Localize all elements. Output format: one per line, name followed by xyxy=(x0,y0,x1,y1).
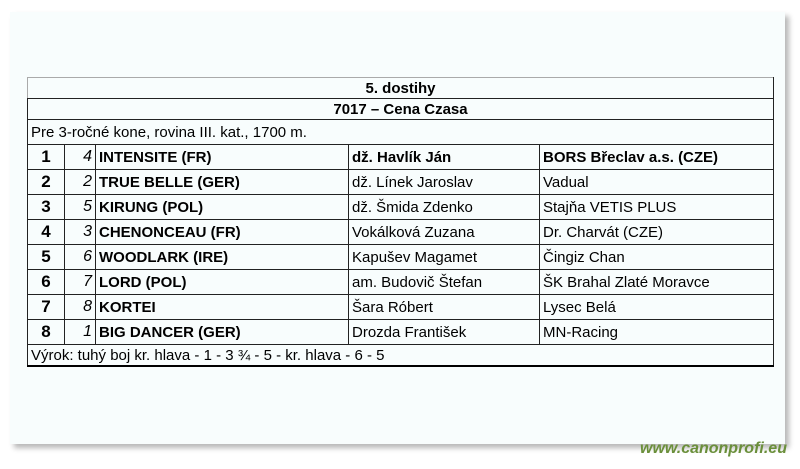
place-cell: 3 xyxy=(27,194,65,220)
horse-cell: INTENSITE (FR) xyxy=(95,144,349,170)
place-cell: 5 xyxy=(27,244,65,270)
race-title: 5. dostihy xyxy=(27,77,774,99)
owner-cell: Lysec Belá xyxy=(539,294,774,320)
horse-cell: BIG DANCER (GER) xyxy=(95,319,349,345)
watermark: www.canonprofi.eu xyxy=(640,440,787,457)
race-name: 7017 – Cena Czasa xyxy=(27,98,774,120)
owner-cell: MN-Racing xyxy=(539,319,774,345)
place-cell: 8 xyxy=(27,319,65,345)
jockey-cell: dž. Havlík Ján xyxy=(348,144,540,170)
race-conditions: Pre 3-ročné kone, rovina III. kat., 1700… xyxy=(27,119,774,145)
start-number-cell: 7 xyxy=(64,269,96,295)
horse-cell: WOODLARK (IRE) xyxy=(95,244,349,270)
jockey-cell: am. Budovič Štefan xyxy=(348,269,540,295)
owner-cell: Stajňa VETIS PLUS xyxy=(539,194,774,220)
result-row: 5 6 WOODLARK (IRE) Kapušev Magamet Čingiz Ch… xyxy=(27,244,774,270)
jockey-cell: Drozda František xyxy=(348,319,540,345)
result-row: 3 5 KIRUNG (POL) dž. Šmida Zdenko Stajňa VET… xyxy=(27,194,774,220)
owner-cell: Čingiz Chan xyxy=(539,244,774,270)
start-number-cell: 2 xyxy=(64,169,96,195)
start-number-cell: 8 xyxy=(64,294,96,320)
horse-cell: LORD (POL) xyxy=(95,269,349,295)
start-number-cell: 3 xyxy=(64,219,96,245)
result-row: 7 8 KORTEI Šara Róbert Lysec Belá xyxy=(27,294,774,320)
horse-cell: KIRUNG (POL) xyxy=(95,194,349,220)
place-cell: 1 xyxy=(27,144,65,170)
result-row: 8 1 BIG DANCER (GER) Drozda František MN-Rac… xyxy=(27,319,774,345)
jockey-cell: dž. Šmida Zdenko xyxy=(348,194,540,220)
horse-cell: TRUE BELLE (GER) xyxy=(95,169,349,195)
result-row: 1 4 INTENSITE (FR) dž. Havlík Ján BORS Břecl… xyxy=(27,144,774,170)
result-row: 4 3 CHENONCEAU (FR) Vokálková Zuzana Dr. Cha… xyxy=(27,219,774,245)
jockey-cell: Kapušev Magamet xyxy=(348,244,540,270)
place-cell: 4 xyxy=(27,219,65,245)
race-results-table: 5. dostihy 7017 – Cena Czasa Pre 3-ročné… xyxy=(27,77,774,367)
jockey-cell: Šara Róbert xyxy=(348,294,540,320)
race-verdict: Výrok: tuhý boj kr. hlava - 1 - 3 ¾ - 5 … xyxy=(27,344,774,367)
owner-cell: Vadual xyxy=(539,169,774,195)
start-number-cell: 1 xyxy=(64,319,96,345)
jockey-cell: dž. Línek Jaroslav xyxy=(348,169,540,195)
start-number-cell: 6 xyxy=(64,244,96,270)
start-number-cell: 5 xyxy=(64,194,96,220)
start-number-cell: 4 xyxy=(64,144,96,170)
owner-cell: BORS Břeclav a.s. (CZE) xyxy=(539,144,774,170)
jockey-cell: Vokálková Zuzana xyxy=(348,219,540,245)
result-row: 6 7 LORD (POL) am. Budovič Štefan ŠK Brahal … xyxy=(27,269,774,295)
owner-cell: ŠK Brahal Zlaté Moravce xyxy=(539,269,774,295)
result-row: 2 2 TRUE BELLE (GER) dž. Línek Jaroslav Vadu… xyxy=(27,169,774,195)
horse-cell: KORTEI xyxy=(95,294,349,320)
place-cell: 6 xyxy=(27,269,65,295)
horse-cell: CHENONCEAU (FR) xyxy=(95,219,349,245)
place-cell: 2 xyxy=(27,169,65,195)
place-cell: 7 xyxy=(27,294,65,320)
owner-cell: Dr. Charvát (CZE) xyxy=(539,219,774,245)
